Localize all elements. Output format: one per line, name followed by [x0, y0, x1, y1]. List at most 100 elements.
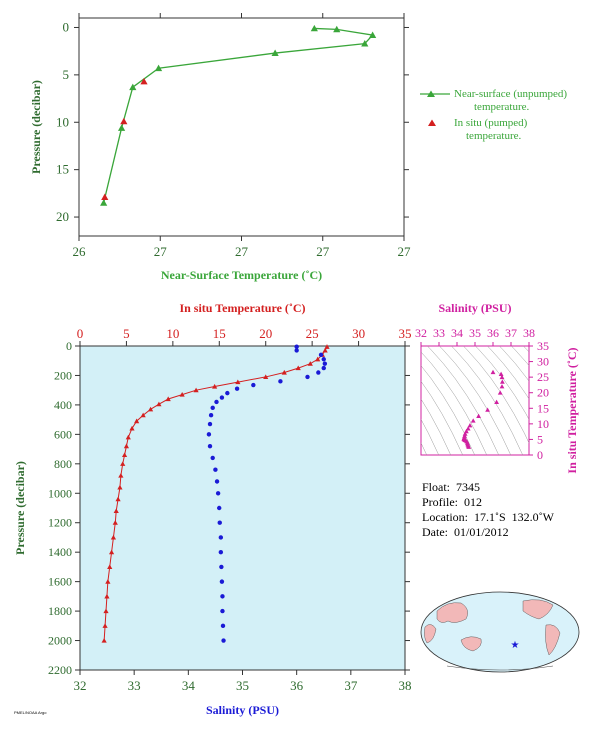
salinity-point	[316, 370, 321, 375]
ts-point	[476, 413, 481, 418]
salinity-point	[208, 413, 214, 418]
temperature-point	[147, 406, 154, 412]
salinity-point	[213, 467, 218, 472]
temperature-point	[193, 387, 199, 393]
legend-insitu-marker	[428, 119, 436, 126]
ts-point	[494, 399, 499, 404]
temperature-point	[120, 461, 126, 466]
antarctica-edge	[446, 665, 554, 671]
salinity-point	[294, 348, 299, 353]
temperature-point	[322, 347, 328, 353]
temperature-point	[140, 412, 146, 418]
temperature-point	[101, 637, 107, 643]
temperature-point	[112, 520, 118, 525]
pressure-tick-label: 400	[54, 398, 72, 412]
salinity-point	[225, 390, 230, 396]
temperature-point	[129, 425, 135, 431]
near-surface-point	[129, 83, 137, 91]
pressure-tick-label: 600	[54, 427, 72, 441]
top-x-tick-label: 27	[235, 244, 249, 259]
pressure-tick-label: 1600	[48, 575, 72, 589]
top-y-tick-label: 20	[56, 209, 69, 224]
temp-tick-label: 0	[77, 326, 84, 341]
ts-point	[499, 384, 505, 389]
salinity-axis-label: Salinity (PSU)	[206, 703, 279, 717]
temp-axis-label: In situ Temperature (˚C)	[179, 301, 305, 315]
top-plot-frame	[78, 17, 405, 237]
pressure-axis-label: Pressure (decibar)	[13, 461, 27, 555]
temperature-point	[295, 365, 301, 371]
salinity-tick-label: 33	[128, 678, 141, 693]
density-contour	[427, 346, 499, 455]
top-y-tick-label: 10	[56, 114, 69, 129]
south-america-landmass	[545, 624, 561, 656]
temperature-point	[263, 374, 269, 380]
ts-x-tick-label: 36	[487, 326, 499, 340]
salinity-point	[305, 374, 310, 380]
top-x-axis-label: Near-Surface Temperature (˚C)	[161, 268, 322, 282]
density-contour	[421, 380, 463, 455]
salinity-point	[219, 579, 225, 584]
salinity-point	[210, 405, 215, 411]
ts-y-tick-label: 10	[537, 417, 549, 431]
salinity-point	[220, 623, 226, 629]
temperature-point	[165, 396, 171, 402]
north-america-landmass	[522, 599, 554, 620]
main-plot-frame	[79, 345, 406, 671]
footer-credit: PMEL/NOAA Argo	[14, 710, 47, 715]
salinity-point	[218, 535, 224, 540]
salinity-tick-label: 34	[182, 678, 196, 693]
pressure-tick-label: 1800	[48, 604, 72, 618]
ts-x-tick-label: 35	[469, 326, 481, 340]
temp-tick-label: 35	[399, 326, 412, 341]
pressure-tick-label: 1400	[48, 545, 72, 559]
temperature-point	[105, 579, 111, 584]
top-y-tick-label: 0	[63, 19, 70, 34]
temp-tick-label: 10	[166, 326, 179, 341]
salinity-tick-label: 32	[74, 678, 87, 693]
float-id: Float: 7345	[422, 480, 481, 494]
ts-point	[470, 418, 476, 423]
salinity-point	[217, 520, 222, 525]
ts-point	[499, 374, 505, 380]
salinity-tick-label: 37	[344, 678, 358, 693]
near-surface-point	[369, 31, 377, 38]
pressure-tick-label: 1000	[48, 486, 72, 500]
near-surface-point	[333, 25, 341, 33]
top-x-tick-label: 26	[73, 244, 87, 259]
ts-plot-frame	[420, 345, 530, 456]
salinity-point	[214, 479, 220, 484]
pressure-tick-label: 1200	[48, 516, 72, 530]
salinity-point	[221, 638, 226, 643]
temp-tick-label: 25	[306, 326, 319, 341]
salinity-point	[206, 432, 212, 437]
ts-y-tick-label: 35	[537, 339, 549, 353]
salinity-tick-label: 38	[399, 678, 412, 693]
pressure-tick-label: 800	[54, 457, 72, 471]
ts-x-tick-label: 38	[523, 326, 535, 340]
salinity-point	[207, 443, 213, 449]
legend-near-label-1: Near-surface (unpumped)	[454, 88, 568, 100]
temp-tick-label: 5	[123, 326, 130, 341]
near-surface-point	[361, 39, 369, 47]
temperature-point	[125, 434, 131, 440]
temperature-point	[324, 344, 330, 349]
salinity-point	[219, 564, 224, 570]
density-contour	[451, 346, 523, 455]
temperature-point	[103, 608, 109, 614]
temperature-point	[235, 379, 241, 385]
salinity-point	[215, 491, 221, 496]
ts-point	[465, 426, 471, 431]
top-x-tick-label: 27	[154, 244, 168, 259]
salinity-point	[214, 399, 219, 405]
temperature-point	[315, 356, 321, 362]
ts-point	[467, 423, 473, 428]
legend-near-label-2: temperature.	[474, 101, 530, 113]
temperature-point	[156, 401, 162, 407]
salinity-point	[219, 395, 225, 400]
top-y-tick-label: 5	[63, 67, 70, 82]
ts-y-tick-label: 30	[537, 355, 549, 369]
ts-point	[466, 444, 472, 449]
salinity-point	[218, 549, 224, 555]
